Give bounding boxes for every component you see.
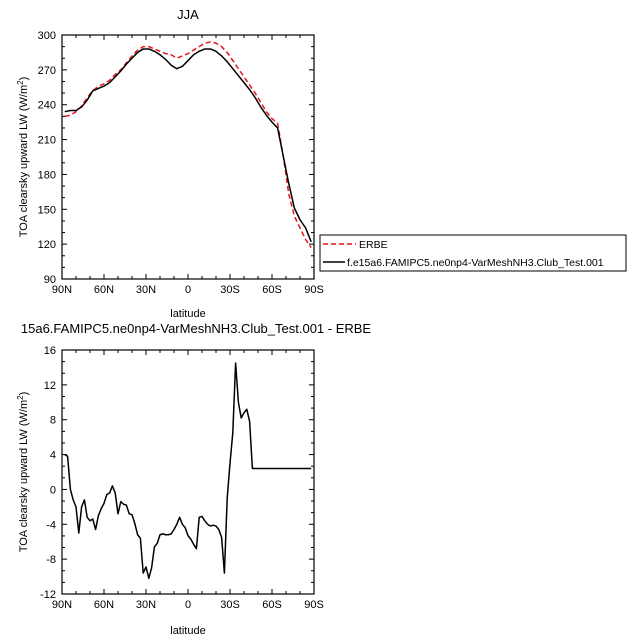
bottom-y-tick-label: -8 (46, 554, 56, 566)
bottom-x-tick-label: 30S (220, 599, 240, 611)
top-y-axis-label: TOA clearsky upward LW (W/m2) (16, 77, 30, 238)
top-x-tick-label: 60S (262, 284, 282, 296)
top-y-axis-label-close: ) (18, 77, 30, 81)
top-y-tick-label: 240 (38, 100, 56, 112)
bottom-x-tick-label: 90N (52, 599, 72, 611)
bottom-plot-frame (61, 349, 315, 595)
bottom-y-tick-label: 4 (50, 450, 56, 462)
top-x-tick-label: 30N (136, 284, 156, 296)
top-x-tick-label: 90N (52, 284, 72, 296)
top-series-line-1 (64, 48, 312, 243)
bottom-x-tick-label: 0 (185, 599, 191, 611)
bottom-y-axis-label: TOA clearsky upward LW (W/m2) (16, 392, 30, 553)
top-x-axis-label: latitude (170, 308, 205, 320)
bottom-x-axis-label: latitude (170, 625, 205, 637)
top-y-tick-label: 270 (38, 65, 56, 77)
bottom-y-tick-label: 8 (50, 415, 56, 427)
bottom-y-axis-label-main: TOA clearsky upward LW (W/m (18, 400, 30, 552)
top-x-tick-label: 0 (185, 284, 191, 296)
bottom-y-tick-label: -4 (46, 519, 56, 531)
bottom-chart-title: 15a6.FAMIPC5.ne0np4-VarMeshNH3.Club_Test… (21, 321, 372, 336)
legend-label-model: f.e15a6.FAMIPC5.ne0np4-VarMeshNH3.Club_T… (347, 257, 604, 269)
top-y-tick-label: 210 (38, 135, 56, 147)
top-y-tick-label: 120 (38, 239, 56, 251)
top-x-tick-label: 60N (94, 284, 114, 296)
top-y-axis-label-main: TOA clearsky upward LW (W/m (18, 85, 30, 237)
bottom-y-tick-label: 0 (50, 484, 56, 496)
bottom-x-tick-label: 90S (304, 599, 324, 611)
bottom-y-tick-label: 12 (44, 380, 56, 392)
bottom-x-tick-label: 60S (262, 599, 282, 611)
top-plot-area: 90N 60N 30N 0 30S 60S 90S 90 120 150 180 210 240 270 3… (38, 30, 324, 296)
bottom-x-tick-label: 60N (94, 599, 114, 611)
bottom-x-tick-label: 30N (136, 599, 156, 611)
bottom-y-axis-label-sup: 2 (16, 395, 25, 400)
bottom-panel: 15a6.FAMIPC5.ne0np4-VarMeshNH3.Club_Test… (16, 321, 371, 637)
top-plot-frame (61, 34, 315, 280)
legend-label-erbe: ERBE (359, 239, 388, 251)
bottom-plot-area: 90N 60N 30N 0 30S 60S 90S -12 -8 -4 0 4 8 12 16 (40, 345, 324, 611)
bottom-y-tick-label: 16 (44, 345, 56, 357)
bottom-y-tick-label: -12 (40, 589, 56, 601)
top-y-tick-label: 180 (38, 169, 56, 181)
top-x-tick-label: 30S (220, 284, 240, 296)
legend-box (319, 234, 627, 272)
bottom-y-axis-label-close: ) (18, 392, 30, 396)
top-chart-title: JJA (177, 7, 199, 22)
bottom-series-line-0 (64, 362, 312, 580)
top-panel: JJA 90N 60N 30N 0 30S 60S 90S 90 120 150 180 210 240… (16, 7, 627, 320)
top-x-tick-label: 90S (304, 284, 324, 296)
top-y-tick-label: 300 (38, 30, 56, 42)
legend: ERBE f.e15a6.FAMIPC5.ne0np4-VarMeshNH3.C… (319, 234, 627, 272)
top-y-tick-label: 90 (44, 274, 56, 286)
top-y-axis-label-sup: 2 (16, 80, 25, 85)
top-y-tick-label: 150 (38, 204, 56, 216)
top-series-line-0 (64, 41, 312, 249)
